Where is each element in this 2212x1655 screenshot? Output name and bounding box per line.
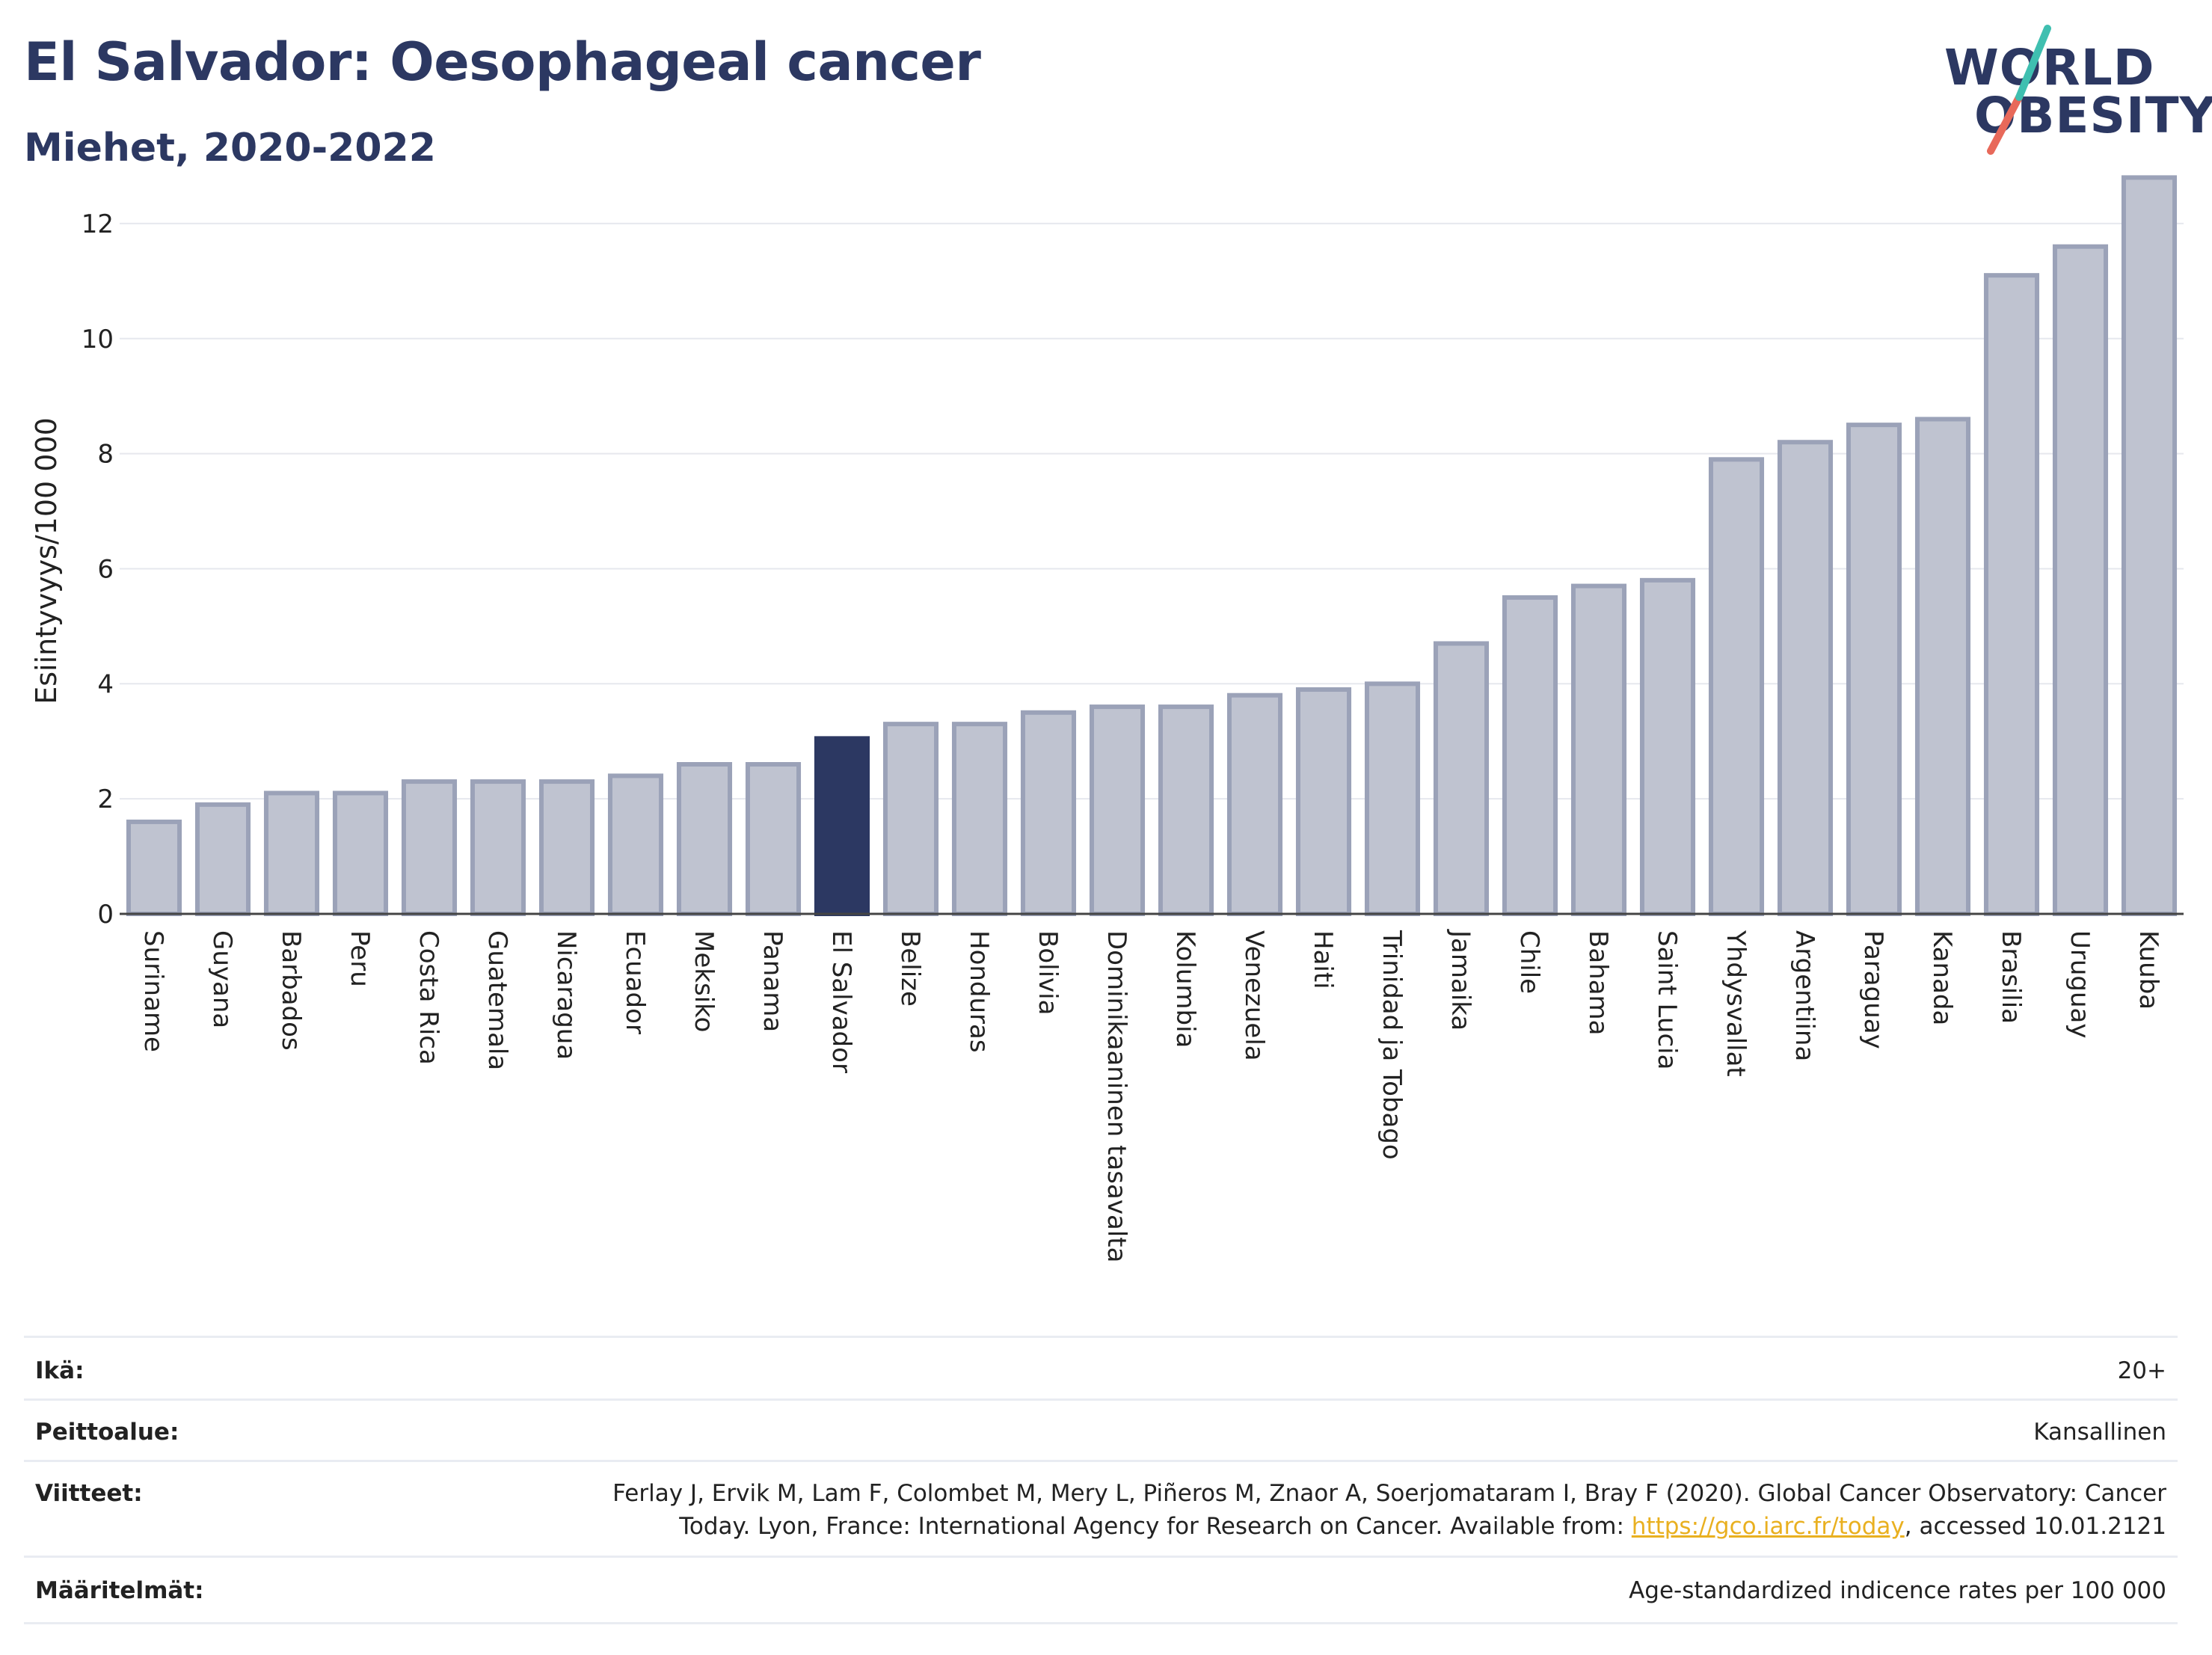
x-tick-label: Honduras <box>964 930 994 1053</box>
bar-venezuela[interactable] <box>1226 693 1283 916</box>
bar-haiti[interactable] <box>1295 687 1352 916</box>
x-tick-label: Guatemala <box>482 930 512 1070</box>
bar-barbados[interactable] <box>263 790 320 917</box>
x-tick-label: Venezuela <box>1239 930 1269 1061</box>
y-tick-label: 0 <box>97 900 114 930</box>
bar-bolivia[interactable] <box>1020 710 1077 916</box>
x-tick-label: Suriname <box>138 930 168 1052</box>
x-tick-label: Haiti <box>1308 930 1338 989</box>
bar-honduras[interactable] <box>951 722 1008 917</box>
references-label: Viitteet: <box>35 1480 143 1507</box>
bar-belize[interactable] <box>882 722 939 917</box>
bar-ecuador[interactable] <box>607 773 664 917</box>
bar-saint-lucia[interactable] <box>1639 577 1696 916</box>
bar-el-salvador[interactable] <box>814 736 870 917</box>
logo-slash-icon <box>1987 25 2051 155</box>
x-tick-label: Barbados <box>276 930 306 1051</box>
bar-yhdysvallat[interactable] <box>1708 457 1765 916</box>
bar-meksiko[interactable] <box>676 762 733 916</box>
x-tick-label: Panama <box>758 930 787 1032</box>
x-tick-label: El Salvador <box>826 930 856 1073</box>
chart-title: El Salvador: Oesophageal cancer <box>24 31 981 93</box>
y-tick-label: 4 <box>97 669 114 699</box>
bar-suriname[interactable] <box>126 819 182 917</box>
bar-argentiina[interactable] <box>1777 440 1834 916</box>
y-axis-label: Esiintyvyys/100 000 <box>30 417 63 704</box>
bar-dominikaaninen-tasavalta[interactable] <box>1089 704 1146 916</box>
y-tick-label: 6 <box>97 554 114 584</box>
bar-bahama[interactable] <box>1570 583 1627 916</box>
age-label: Ikä: <box>35 1357 85 1384</box>
bar-peru[interactable] <box>332 790 389 917</box>
bar-uruguay[interactable] <box>2052 244 2109 916</box>
x-tick-label: Chile <box>1514 930 1544 994</box>
x-tick-label: Peru <box>345 930 375 987</box>
x-tick-label: Saint Lucia <box>1652 930 1682 1069</box>
bar-guatemala[interactable] <box>470 779 526 916</box>
bar-chile[interactable] <box>1502 595 1558 917</box>
x-tick-label: Paraguay <box>1858 930 1888 1049</box>
bar-costa-rica[interactable] <box>401 779 458 916</box>
x-tick-label: Guyana <box>207 930 237 1028</box>
x-tick-label: Trinidad ja Tobago <box>1377 930 1407 1160</box>
x-tick-label: Kolumbia <box>1170 930 1200 1048</box>
bar-kuuba[interactable] <box>2121 175 2178 916</box>
bar-chart: 0 2 4 6 8 10 12 Suriname Guyana Barbados Peru Cost… <box>30 175 2184 1262</box>
x-tick-label: Nicaragua <box>551 930 581 1060</box>
coverage-value: Kansallinen <box>2033 1419 2166 1446</box>
x-tick-label: Bolivia <box>1033 930 1063 1015</box>
definitions-value: Age-standardized indicence rates per 100… <box>1629 1577 2166 1604</box>
x-tick-label: Meksiko <box>689 930 719 1032</box>
coverage-label: Peittoalue: <box>35 1419 179 1446</box>
y-tick-label: 10 <box>82 325 114 354</box>
x-tick-label: Costa Rica <box>414 930 443 1065</box>
x-tick-label: Kanada <box>1927 930 1957 1025</box>
bar-kolumbia[interactable] <box>1158 704 1214 916</box>
grid-lines <box>120 222 2184 800</box>
bar-panama[interactable] <box>745 762 802 916</box>
x-tick-label: Belize <box>895 930 925 1007</box>
world-obesity-logo: WORLD OBESITY <box>1944 22 2212 157</box>
x-tick-label: Uruguay <box>2065 930 2095 1039</box>
x-tick-labels: Suriname Guyana Barbados Peru Costa Rica Guat… <box>138 929 2163 1262</box>
y-tick-label: 8 <box>97 440 114 470</box>
y-tick-label: 2 <box>97 784 114 814</box>
references-link[interactable]: https://gco.iarc.fr/today <box>1631 1513 1905 1540</box>
x-tick-label: Kuuba <box>2133 930 2163 1010</box>
x-tick-label: Bahama <box>1583 930 1613 1036</box>
references-line-2-tail: , accessed 10.01.2121 <box>1904 1513 2166 1540</box>
x-tick-label: Jamaika <box>1446 929 1475 1031</box>
x-tick-label: Ecuador <box>620 930 650 1034</box>
footer-row-age: Ikä: 20+ <box>24 1336 2178 1401</box>
y-tick-label: 12 <box>82 209 114 239</box>
bar-guyana[interactable] <box>194 802 251 917</box>
bar-kanada[interactable] <box>1914 417 1971 916</box>
references-line-2-text: Today. Lyon, France: International Agenc… <box>679 1513 1632 1540</box>
bar-paraguay[interactable] <box>1846 423 1902 916</box>
references-value: Ferlay J, Ervik M, Lam F, Colombet M, Me… <box>612 1477 2166 1543</box>
x-tick-label: Argentiina <box>1789 930 1819 1061</box>
footer-row-definitions: Määritelmät: Age-standardized indicence … <box>24 1556 2178 1624</box>
x-tick-label: Brasilia <box>1996 930 2026 1024</box>
footer-row-coverage: Peittoalue: Kansallinen <box>24 1398 2178 1462</box>
references-line-2: Today. Lyon, France: International Agenc… <box>612 1510 2166 1543</box>
logo-text-world: WORLD <box>1944 39 2155 96</box>
logo-text-obesity: OBESITY <box>1974 87 2212 144</box>
chart-subtitle: Miehet, 2020-2022 <box>24 126 436 171</box>
x-tick-label: Dominikaaninen tasavalta <box>1102 930 1131 1262</box>
bars <box>126 175 2178 917</box>
x-tick-label: Yhdysvallat <box>1721 930 1751 1077</box>
bar-jamaika[interactable] <box>1433 641 1490 916</box>
bar-trinidad-ja-tobago[interactable] <box>1364 681 1421 916</box>
age-value: 20+ <box>2117 1357 2166 1384</box>
references-line-1: Ferlay J, Ervik M, Lam F, Colombet M, Me… <box>612 1480 2166 1507</box>
y-tick-labels: 0 2 4 6 8 10 12 <box>82 209 114 930</box>
definitions-label: Määritelmät: <box>35 1577 204 1604</box>
footer-row-references: Viitteet: Ferlay J, Ervik M, Lam F, Colo… <box>24 1460 2178 1558</box>
bar-nicaragua[interactable] <box>538 779 595 916</box>
bar-brasilia[interactable] <box>1983 273 2040 916</box>
